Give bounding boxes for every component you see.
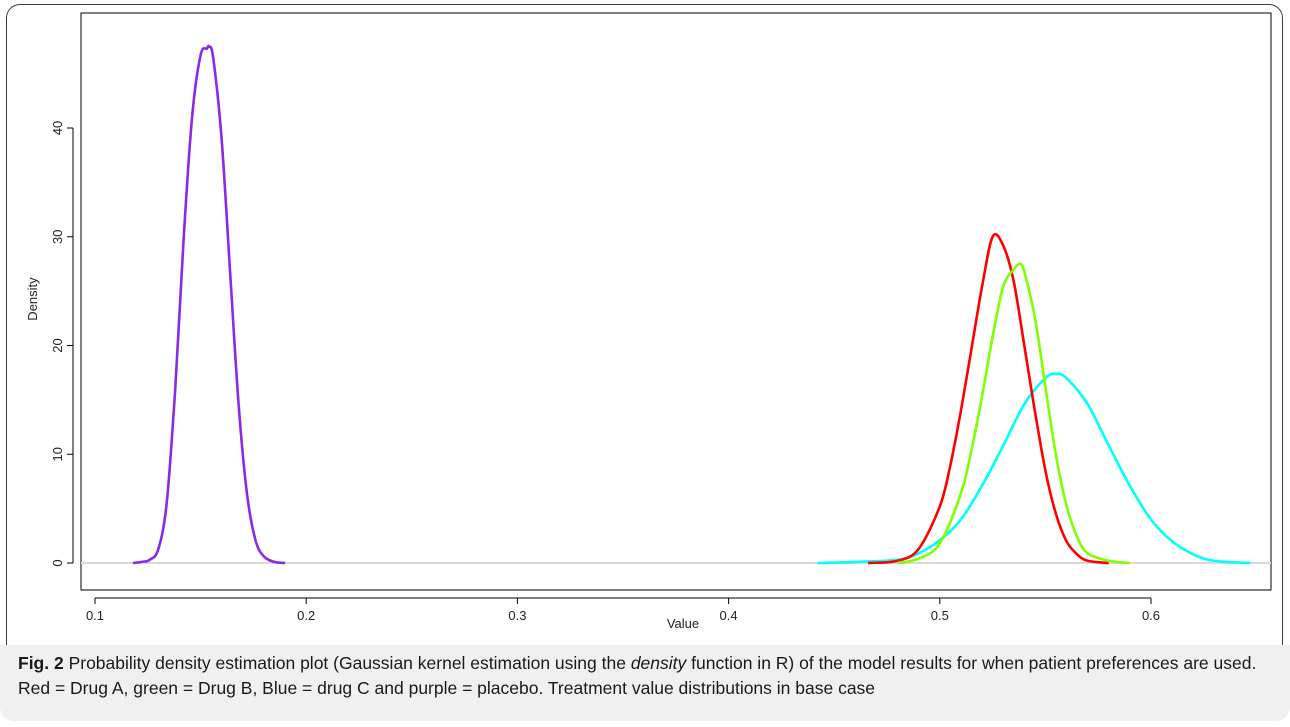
caption-text-part1: Probability density estimation plot (Gau… bbox=[68, 653, 626, 673]
y-tick-label: 40 bbox=[50, 121, 65, 135]
x-axis: 0.1 0.2 0.3 0.4 0.5 0.6 bbox=[86, 597, 1160, 623]
x-tick-label: 0.4 bbox=[720, 608, 738, 623]
figure-caption: Fig. 2 Probability density estimation pl… bbox=[18, 651, 1258, 701]
y-axis-label: Density bbox=[25, 277, 40, 321]
density-series-line-4 bbox=[897, 262, 1131, 565]
x-axis-label: Value bbox=[667, 616, 699, 631]
x-tick-label: 0.6 bbox=[1142, 608, 1160, 623]
caption-text-part2: function in R) of the model results for … bbox=[18, 653, 1257, 698]
x-tick-label: 0.2 bbox=[297, 608, 315, 623]
density-series-line-2 bbox=[817, 372, 1251, 565]
y-tick-label: 0 bbox=[50, 559, 65, 566]
series-layer bbox=[132, 44, 1251, 565]
x-tick-label: 0.5 bbox=[931, 608, 949, 623]
density-series-line-3 bbox=[867, 232, 1109, 565]
y-tick-label: 10 bbox=[50, 447, 65, 461]
figure-frame bbox=[6, 4, 1283, 721]
caption-panel bbox=[0, 645, 1290, 721]
density-series-line-1 bbox=[132, 44, 286, 565]
x-tick-label: 0.1 bbox=[86, 608, 104, 623]
figure-label: Fig. 2 bbox=[18, 653, 64, 673]
y-axis: 0 10 20 30 40 bbox=[50, 121, 74, 567]
caption-italic-word: density bbox=[630, 653, 687, 673]
x-tick-label: 0.3 bbox=[508, 608, 526, 623]
y-tick-label: 30 bbox=[50, 230, 65, 244]
y-tick-label: 20 bbox=[50, 338, 65, 352]
plot-box bbox=[80, 12, 1272, 591]
